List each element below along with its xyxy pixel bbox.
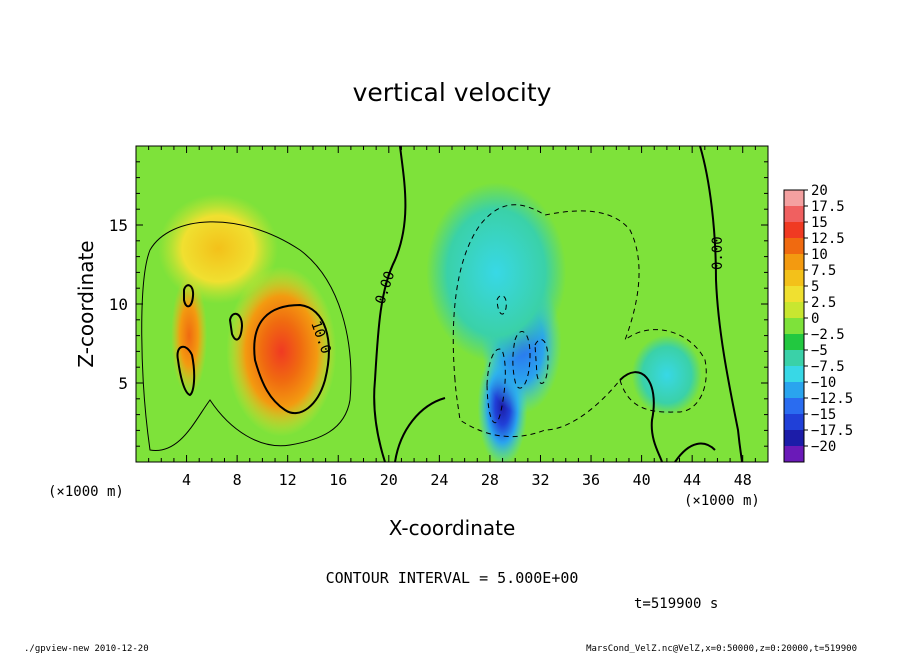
colorbar-label: 10 xyxy=(811,247,828,263)
x-tick-label: 20 xyxy=(380,471,398,489)
colorbar-label: 2.5 xyxy=(811,295,836,311)
z-tick-label: 10 xyxy=(109,295,128,314)
colorbar-frame xyxy=(783,189,805,463)
colorbar-swatch xyxy=(784,350,804,367)
ten-contour-mid xyxy=(228,312,244,341)
x-unit-left: (×1000 m) xyxy=(48,484,124,500)
z-tick-label: 15 xyxy=(109,216,128,235)
negative-contour-core-1 xyxy=(486,348,506,424)
zero-contour-east xyxy=(699,146,743,462)
colorbar-label: −20 xyxy=(811,439,836,455)
x-axis: 4 8 12 16 20 24 28 32 36 40 44 48 xyxy=(148,146,756,489)
contour-label-zero-right: 0.00 xyxy=(710,236,726,270)
colorbar-swatch xyxy=(784,254,804,271)
updraft-feature-2 xyxy=(158,193,279,304)
colorbar-label: 5 xyxy=(811,279,819,295)
colorbar-swatch xyxy=(784,206,804,223)
colorbar: 2017.51512.5107.552.50−2.5−5−7.5−10−12.5… xyxy=(783,183,853,463)
colorbar-swatch xyxy=(784,190,804,207)
colorbar-swatch xyxy=(784,414,804,431)
colorbar-swatch xyxy=(784,398,804,415)
colorbar-swatch xyxy=(784,238,804,255)
negative-contour-core-4 xyxy=(496,295,507,315)
colorbar-label: −7.5 xyxy=(811,359,845,375)
x-unit-right: (×1000 m) xyxy=(684,493,760,509)
ten-contour-left-lobe xyxy=(176,345,196,397)
colorbar-swatch xyxy=(784,222,804,239)
x-axis-label: X-coordinate xyxy=(389,516,516,540)
colorbar-swatch xyxy=(784,302,804,319)
velocity-field: 0.00 10.0 0.00 xyxy=(136,146,768,462)
colorbar-label: 0 xyxy=(811,311,819,327)
z-axis: 5 10 15 xyxy=(109,161,768,447)
downdraft-feature-5 xyxy=(426,182,567,363)
zero-contour-left xyxy=(141,221,352,451)
negative-contour-outer xyxy=(452,204,707,438)
x-tick-label: 32 xyxy=(531,471,549,489)
x-tick-label: 24 xyxy=(430,471,448,489)
colorbar-swatch xyxy=(784,430,804,447)
ten-contour-right-lobe xyxy=(253,303,330,415)
colorbar-label: −17.5 xyxy=(811,423,853,439)
x-tick-label: 16 xyxy=(329,471,347,489)
updraft-feature-0 xyxy=(226,266,337,437)
colorbar-label: 17.5 xyxy=(811,199,845,215)
colorbar-swatch xyxy=(784,318,804,335)
contour-lines xyxy=(141,146,743,462)
colorbar-label: 15 xyxy=(811,215,828,231)
x-tick-label: 12 xyxy=(279,471,297,489)
time-text: t=519900 s xyxy=(634,596,718,612)
colorbar-swatch xyxy=(784,366,804,383)
colorbar-label: 7.5 xyxy=(811,263,836,279)
x-tick-label: 8 xyxy=(233,471,242,489)
ten-contour-upper xyxy=(183,284,195,308)
contour-interval-text: CONTOUR INTERVAL = 5.000E+00 xyxy=(326,569,579,587)
chart-title: vertical velocity xyxy=(353,78,552,107)
colorbar-label: 12.5 xyxy=(811,231,845,247)
negative-contour-core-2 xyxy=(512,331,531,389)
zero-contour-bottom xyxy=(394,371,716,462)
footer-right-text: MarsCond_VelZ.nc@VelZ,x=0:50000,z=0:2000… xyxy=(586,644,857,654)
negative-contour-core-3 xyxy=(534,339,549,384)
x-tick-label: 4 xyxy=(182,471,191,489)
updraft-feature-1 xyxy=(171,275,208,396)
colorbar-label: −15 xyxy=(811,407,836,423)
colorbar-swatch xyxy=(784,382,804,399)
negative-contours xyxy=(452,204,707,438)
x-tick-label: 40 xyxy=(633,471,651,489)
zero-contour-right-boundary xyxy=(373,146,407,462)
colorbar-swatch xyxy=(784,446,804,463)
colorbar-label: 20 xyxy=(811,183,828,199)
colorbar-swatch xyxy=(784,286,804,303)
colorbar-label: −10 xyxy=(811,375,836,391)
colorbar-swatch xyxy=(784,334,804,351)
z-tick-label: 5 xyxy=(118,374,128,393)
colorbar-label: −12.5 xyxy=(811,391,853,407)
footer-left-text: ./gpview-new 2010-12-20 xyxy=(24,644,149,654)
colorbar-swatch xyxy=(784,270,804,287)
x-tick-label: 44 xyxy=(683,471,701,489)
downdraft-feature-6 xyxy=(631,335,702,416)
x-tick-label: 48 xyxy=(734,471,752,489)
z-axis-label: Z-coordinate xyxy=(74,240,98,367)
x-tick-label: 28 xyxy=(481,471,499,489)
colorbar-label: −5 xyxy=(811,343,828,359)
colorbar-label: −2.5 xyxy=(811,327,845,343)
x-tick-label: 36 xyxy=(582,471,600,489)
